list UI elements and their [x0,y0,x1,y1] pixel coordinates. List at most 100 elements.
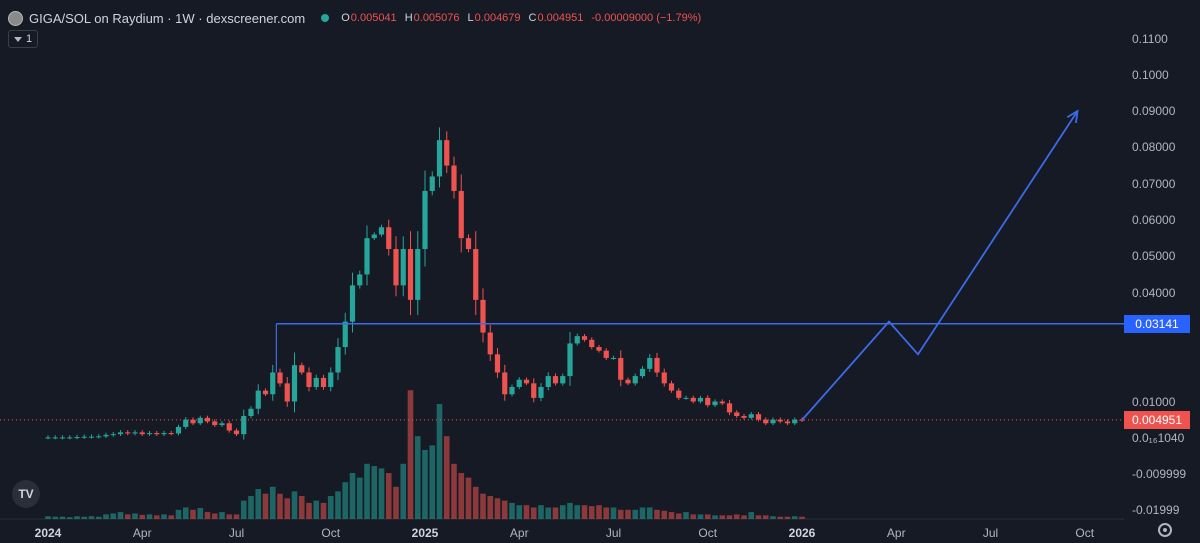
volume-bar [407,390,414,519]
volume-bar [530,507,537,519]
volume-bars [45,390,805,519]
volume-bar [211,513,218,519]
indicators-toggle-button[interactable]: 1 [8,30,39,48]
candle-up [748,414,754,418]
volume-bar [255,489,262,519]
candle-up [45,437,51,439]
y-tick-label: 0.1100 [1132,31,1168,46]
volume-bar [422,450,428,519]
volume-bar [443,436,450,519]
tradingview-logo[interactable]: TV [12,480,40,508]
y-tick-label: 0.04000 [1132,285,1176,300]
candle-down [705,397,711,406]
candle-down [603,350,609,358]
candle-up [364,238,370,275]
candle-up [422,190,428,250]
last-price-tag: 0.004951 [1124,410,1190,429]
candle-down [784,421,791,424]
x-tick-label: Jul [605,526,622,540]
candle-down [407,249,414,300]
volume-bar [161,514,167,519]
candle-up [59,437,66,439]
volume-bar [298,496,305,519]
candle-up [335,347,341,373]
candle-down [690,397,696,402]
volume-bar [588,506,595,519]
volume-bar [204,512,211,519]
candle-down [262,390,269,395]
candle-up [110,434,116,436]
candle-up [146,433,153,435]
candle-down [755,414,762,420]
x-tick-label: Jul [982,526,999,540]
volume-bar [704,514,711,519]
y-tick-label: -0.01999 [1132,503,1180,518]
volume-bar [59,516,66,519]
volume-bar [552,507,559,519]
candle-down [719,401,725,404]
volume-bar [349,473,356,519]
volume-bar [393,486,399,519]
y-tick-label: 0.05000 [1132,249,1176,264]
volume-bar [436,404,443,519]
candle-up [241,416,247,435]
candle-up [88,436,95,438]
candle-up [712,401,718,406]
x-tick-label: Oct [321,526,341,540]
volume-bar [313,500,320,519]
candle-down [393,249,399,286]
volume-bar [675,513,682,519]
volume-bar [777,516,784,519]
volume-bar [335,491,341,519]
volume-bar [414,436,421,519]
giga-token-logo [8,10,23,26]
volume-bar [712,515,718,519]
volume-bar [697,514,704,519]
x-tick-label: 2026 [788,526,816,540]
candle-down [581,336,588,340]
x-tick-label: Apr [509,526,529,540]
candle-up [371,234,377,239]
x-tick-label: Apr [886,526,906,540]
candle-up [509,386,515,395]
candle-up [429,176,435,191]
projection-path[interactable] [801,110,1079,421]
candle-down [444,140,450,166]
candle-down [799,419,805,421]
candle-up [183,419,189,427]
candle-up [96,436,102,438]
volume-bar [487,496,494,519]
volume-bar [306,502,312,519]
candle-up [792,419,798,424]
gear-icon[interactable] [1158,523,1172,537]
candle-down [154,433,160,435]
candle-down [734,412,740,417]
volume-bar [755,515,762,519]
volume-bar [219,512,225,519]
candle-down [676,390,682,398]
volume-bar [146,514,153,519]
candle-up [567,343,573,377]
candle-up [770,419,776,424]
resistance-price-tag: 0.03141 [1124,314,1190,333]
candle-up [538,386,544,398]
volume-bar [451,463,457,519]
candle-up [219,423,225,426]
volume-bar [472,486,479,519]
volume-bar [770,516,776,519]
volume-bar [95,516,102,519]
volume-bar [262,493,269,519]
candle-down [480,299,486,333]
volume-bar [719,515,726,519]
volume-bar [117,512,124,519]
x-tick-label: 2024 [34,526,62,540]
candle-down [458,190,464,239]
volume-bar [175,509,182,519]
volume-bar [516,505,523,519]
candle-down [741,416,747,418]
volume-bar [66,517,73,519]
volume-bar [625,509,631,519]
candle-down [661,372,667,384]
volume-bar [124,514,131,519]
